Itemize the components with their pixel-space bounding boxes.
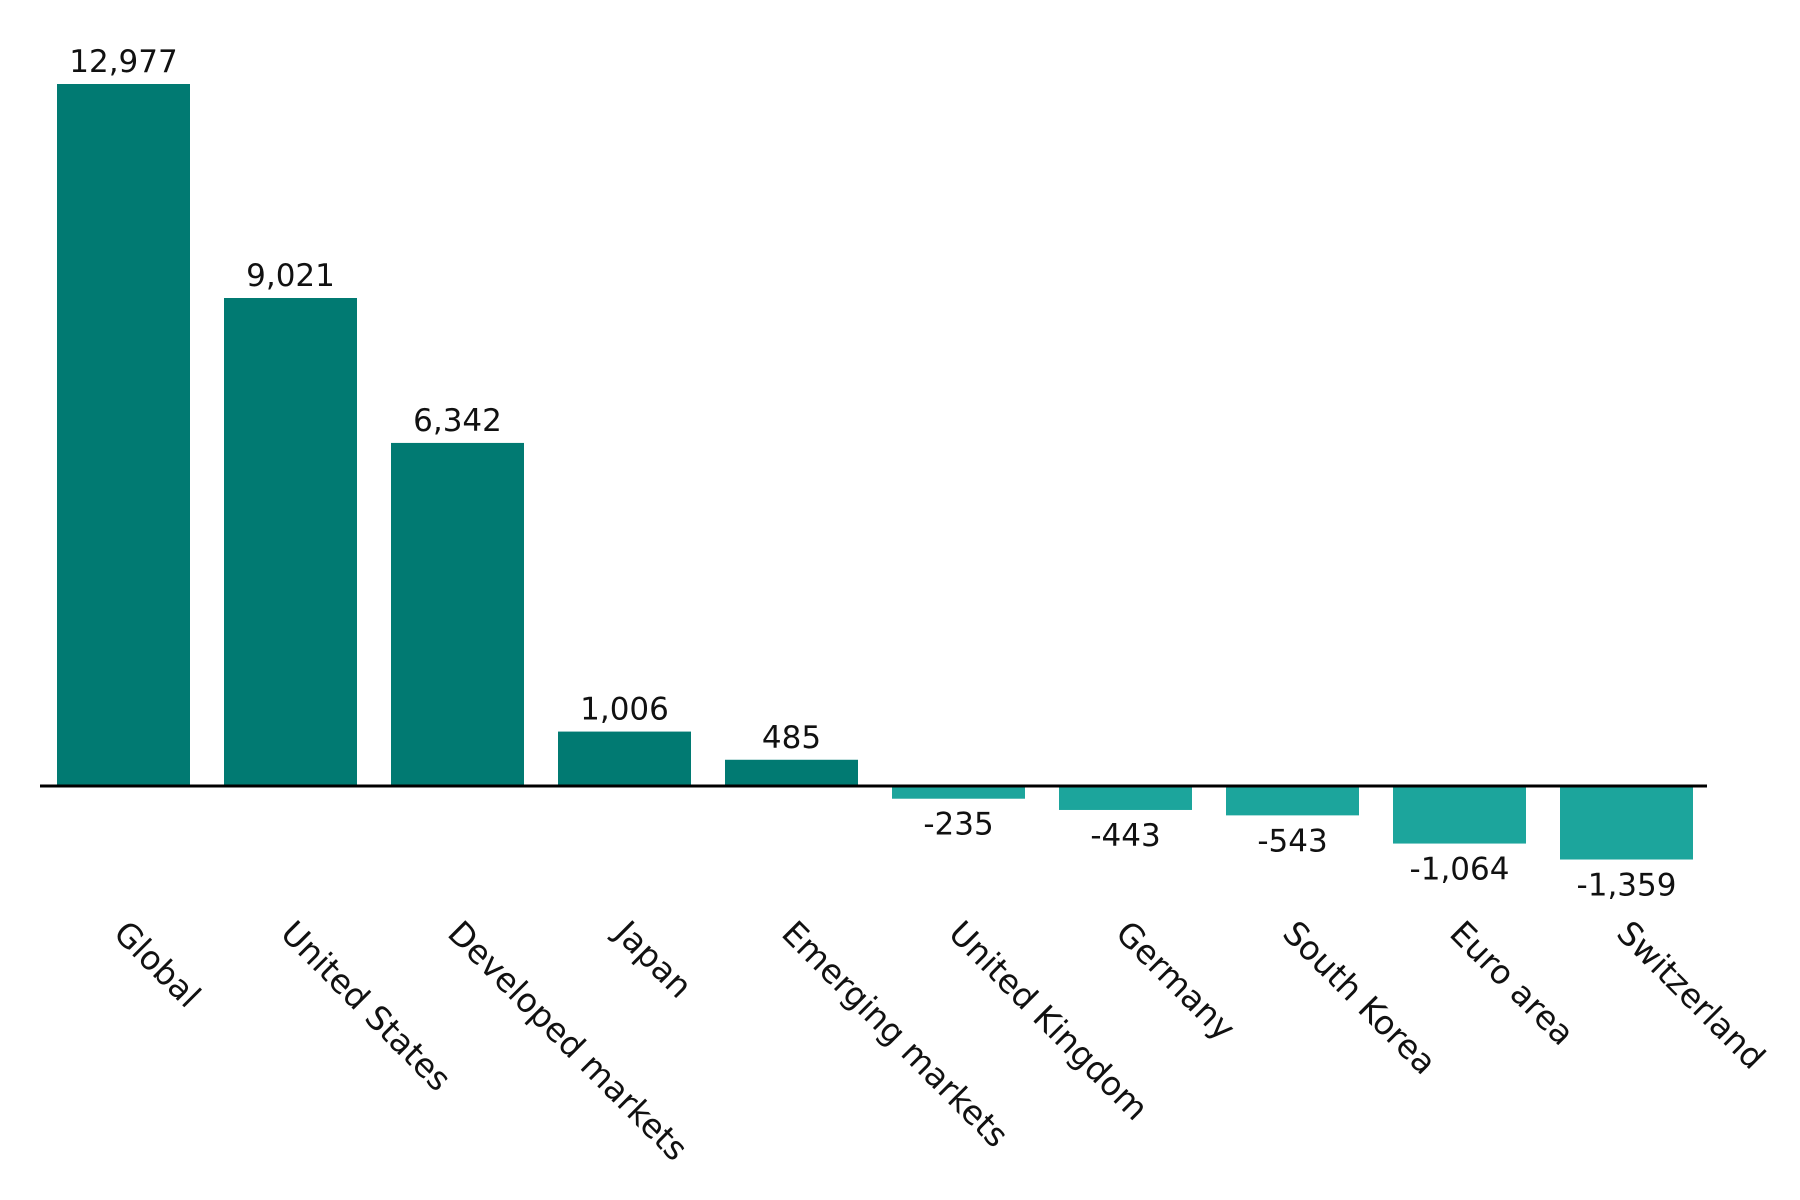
category-label: Global xyxy=(106,913,208,1015)
data-label: -1,359 xyxy=(1577,868,1677,904)
bar-south-korea xyxy=(1226,786,1359,816)
category-label: Switzerland xyxy=(1609,913,1773,1077)
bar-developed-markets xyxy=(391,442,524,786)
category-label: Japan xyxy=(606,912,700,1006)
data-label: -443 xyxy=(1090,818,1160,854)
bar-united-states xyxy=(224,298,357,786)
bar-switzerland xyxy=(1560,786,1693,860)
value-labels-group: 12,977 9,021 6,342 1,006 485 -235 -443 -543 -1,0… xyxy=(69,44,1676,904)
bar-united-kingdom xyxy=(892,786,1025,799)
data-label: -235 xyxy=(923,807,993,843)
category-label: Germany xyxy=(1108,913,1243,1048)
bar-global xyxy=(57,84,190,786)
data-label: -543 xyxy=(1257,823,1327,859)
bar-emerging-markets xyxy=(725,759,858,786)
category-label: South Korea xyxy=(1275,913,1444,1082)
bar-euro-area xyxy=(1393,786,1526,844)
bar-germany xyxy=(1059,786,1192,810)
bars-group xyxy=(57,84,1693,860)
data-label: 6,342 xyxy=(413,403,502,439)
data-label: 485 xyxy=(762,720,821,756)
category-label: United States xyxy=(273,913,459,1099)
data-label: 9,021 xyxy=(246,258,335,294)
data-label: 1,006 xyxy=(580,692,669,728)
category-label: Euro area xyxy=(1442,913,1582,1053)
data-label: 12,977 xyxy=(69,44,177,80)
bar-japan xyxy=(558,731,691,786)
data-label: -1,064 xyxy=(1410,852,1510,888)
